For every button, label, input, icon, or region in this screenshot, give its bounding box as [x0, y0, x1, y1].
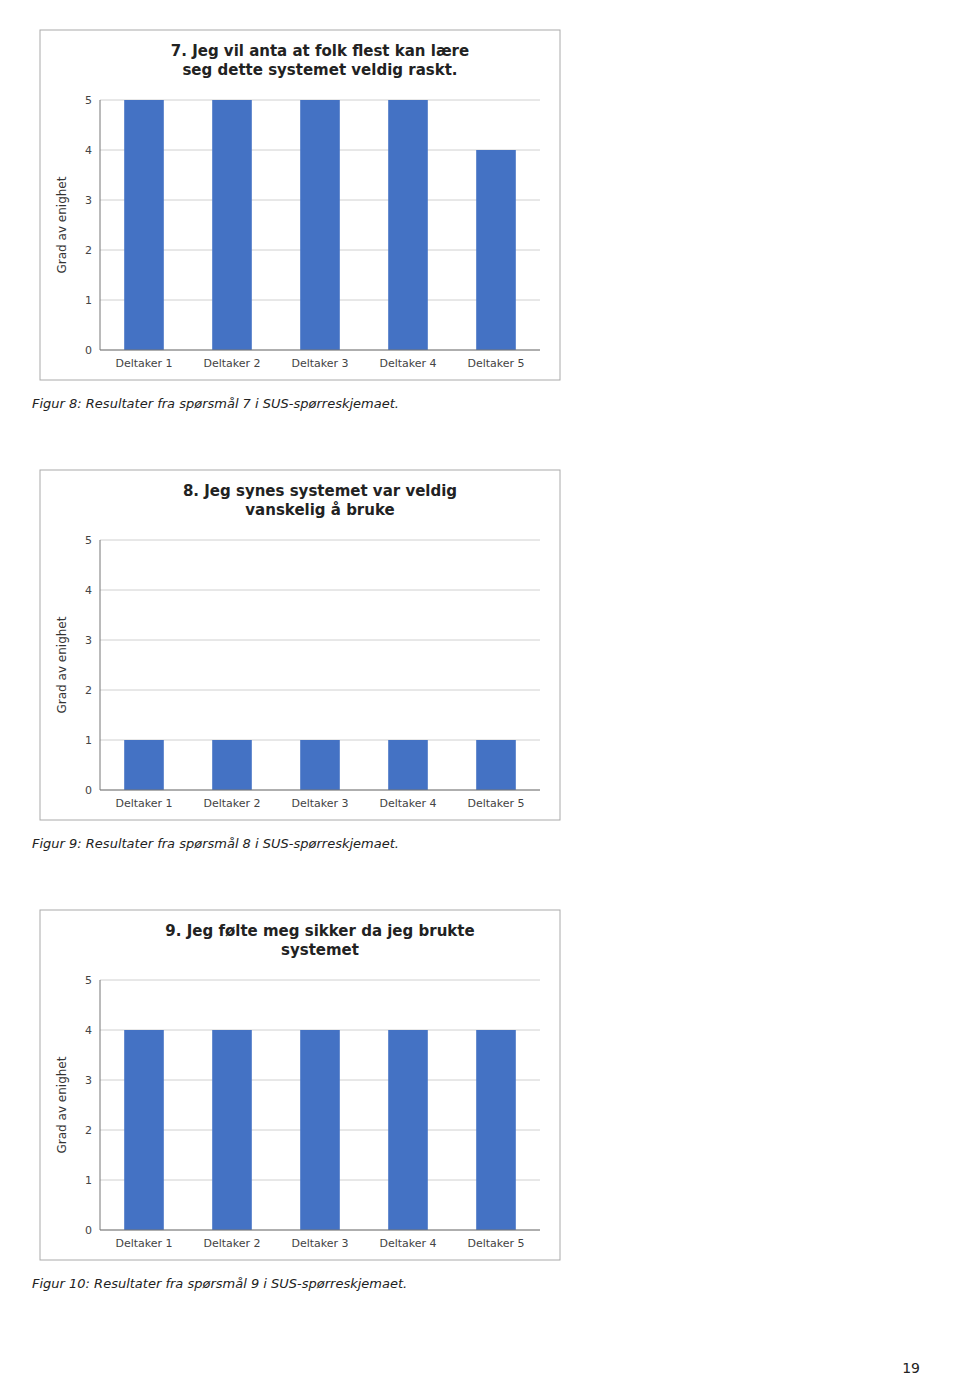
y-tick-label: 4: [85, 584, 92, 597]
x-tick-label: Deltaker 2: [203, 797, 260, 810]
x-tick-label: Deltaker 1: [115, 357, 172, 370]
bar: [476, 150, 516, 350]
x-tick-label: Deltaker 1: [115, 1237, 172, 1250]
grid-line: [100, 980, 540, 981]
panel-frame: [40, 910, 560, 1260]
bar: [300, 1030, 340, 1230]
y-tick-label: 0: [85, 784, 92, 797]
x-tick-label: Deltaker 4: [379, 797, 436, 810]
y-tick-label: 2: [85, 1124, 92, 1137]
x-tick-label: Deltaker 5: [467, 797, 524, 810]
bars: [124, 740, 516, 790]
grid-line: [100, 590, 540, 591]
y-tick-label: 4: [85, 144, 92, 157]
y-tick-label: 3: [85, 634, 92, 647]
bar: [388, 740, 428, 790]
x-tick-label: Deltaker 3: [291, 357, 348, 370]
grid-line: [100, 640, 540, 641]
y-axis-label: Grad av enighet: [55, 176, 69, 273]
bar: [300, 740, 340, 790]
bar: [476, 1030, 516, 1230]
chart-title: 8. Jeg synes systemet var veldigvanskeli…: [183, 482, 457, 519]
x-tick-label: Deltaker 3: [291, 1237, 348, 1250]
panel-frame: [40, 470, 560, 820]
y-tick-label: 2: [85, 244, 92, 257]
grid-line: [100, 690, 540, 691]
x-tick-label: Deltaker 1: [115, 797, 172, 810]
y-tick-label: 5: [85, 974, 92, 987]
x-axis-line: [100, 1230, 540, 1231]
bar: [212, 1030, 252, 1230]
x-axis-line: [100, 790, 540, 791]
panel-frame: [40, 30, 560, 380]
x-tick-label: Deltaker 4: [379, 357, 436, 370]
bar: [124, 740, 164, 790]
y-axis-line: [100, 540, 101, 790]
page-number: 19: [902, 1360, 920, 1376]
bar: [124, 100, 164, 350]
y-tick-label: 1: [85, 734, 92, 747]
chart-title: 9. Jeg følte meg sikker da jeg bruktesys…: [165, 922, 474, 959]
y-axis-line: [100, 980, 101, 1230]
grid-line: [100, 350, 540, 351]
y-tick-label: 3: [85, 1074, 92, 1087]
grid-line: [100, 540, 540, 541]
bar: [124, 1030, 164, 1230]
x-tick-label: Deltaker 5: [467, 1237, 524, 1250]
bar: [300, 100, 340, 350]
caption: Figur 8: Resultater fra spørsmål 7 i SUS…: [32, 396, 399, 411]
y-tick-label: 5: [85, 94, 92, 107]
y-tick-label: 1: [85, 294, 92, 307]
y-tick-label: 1: [85, 1174, 92, 1187]
y-tick-label: 0: [85, 344, 92, 357]
grid-line: [100, 1230, 540, 1231]
x-tick-label: Deltaker 2: [203, 357, 260, 370]
y-axis-line: [100, 100, 101, 350]
chart-panel: 9. Jeg følte meg sikker da jeg bruktesys…: [32, 910, 560, 1291]
chart-title: 7. Jeg vil anta at folk flest kan lærese…: [171, 42, 469, 79]
y-tick-label: 4: [85, 1024, 92, 1037]
bar: [388, 100, 428, 350]
x-tick-label: Deltaker 4: [379, 1237, 436, 1250]
chart-panel: 7. Jeg vil anta at folk flest kan lærese…: [32, 30, 560, 411]
caption: Figur 10: Resultater fra spørsmål 9 i SU…: [32, 1276, 407, 1291]
x-tick-label: Deltaker 2: [203, 1237, 260, 1250]
bar: [388, 1030, 428, 1230]
page: 7. Jeg vil anta at folk flest kan lærese…: [0, 0, 960, 1391]
x-tick-label: Deltaker 3: [291, 797, 348, 810]
y-tick-label: 5: [85, 534, 92, 547]
bars: [124, 100, 516, 350]
y-axis-label: Grad av enighet: [55, 1056, 69, 1153]
x-tick-label: Deltaker 5: [467, 357, 524, 370]
chart-panel: 8. Jeg synes systemet var veldigvanskeli…: [32, 470, 560, 851]
grid-line: [100, 790, 540, 791]
bars: [124, 1030, 516, 1230]
y-tick-label: 3: [85, 194, 92, 207]
caption: Figur 9: Resultater fra spørsmål 8 i SUS…: [32, 836, 399, 851]
bar: [212, 740, 252, 790]
y-tick-label: 2: [85, 684, 92, 697]
bar: [476, 740, 516, 790]
y-axis-label: Grad av enighet: [55, 616, 69, 713]
y-tick-label: 0: [85, 1224, 92, 1237]
x-axis-line: [100, 350, 540, 351]
bar: [212, 100, 252, 350]
